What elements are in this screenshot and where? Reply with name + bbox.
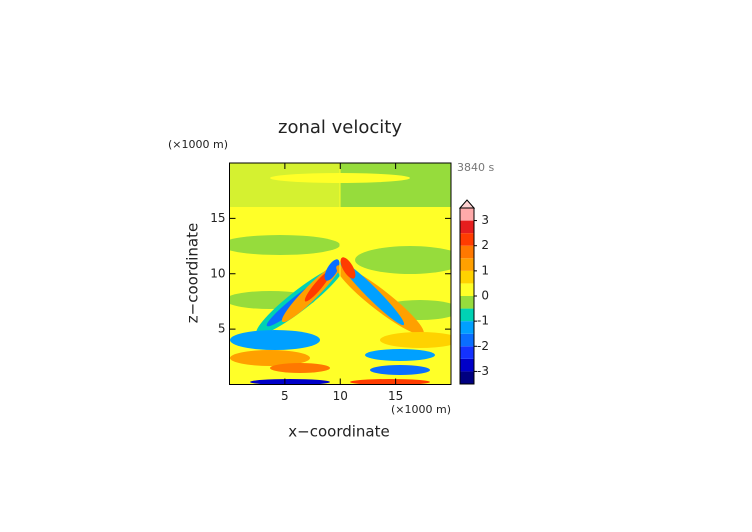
x-tick-label: 15 <box>388 389 403 403</box>
y-tick-label: 15 <box>210 211 225 225</box>
colorbar-tick-label: -1 <box>477 314 489 328</box>
contour-region <box>229 235 340 255</box>
contour-region <box>339 260 405 326</box>
contour-field <box>229 163 451 385</box>
y-axis-label: z−coordinate <box>184 223 202 323</box>
contour-region <box>270 363 330 373</box>
colorbar-tick-label: -3 <box>477 364 489 378</box>
time-label: 3840 s <box>457 161 494 174</box>
contour-region <box>250 379 330 385</box>
colorbar-band <box>460 371 474 384</box>
chart-title: zonal velocity <box>278 117 402 138</box>
x-axis-label: x−coordinate <box>288 423 389 441</box>
contour-region <box>370 365 430 375</box>
contour-region <box>355 246 451 274</box>
contour-region <box>230 330 320 350</box>
contour-region <box>229 163 340 238</box>
colorbar-band <box>460 270 474 284</box>
colorbar-band <box>460 283 474 296</box>
contour-region <box>380 332 451 348</box>
colorbar-tick-label: 2 <box>481 238 489 252</box>
colorbar-tick-label: 3 <box>481 213 489 227</box>
colorbar-band <box>460 233 474 246</box>
contour-region <box>340 257 356 279</box>
x-unit: (×1000 m) <box>391 403 451 416</box>
colorbar-extend <box>458 199 476 209</box>
colorbar-band <box>460 258 474 271</box>
colorbar-band <box>460 296 474 309</box>
y-unit: (×1000 m) <box>168 138 228 151</box>
contour-region <box>365 349 435 361</box>
colorbar-band <box>460 333 474 347</box>
colorbar-band <box>460 358 474 372</box>
colorbar-tick-label: 1 <box>481 263 489 277</box>
colorbar-tick-label: -2 <box>477 339 489 353</box>
y-tick-label: 5 <box>218 322 226 336</box>
x-tick-label: 5 <box>281 389 289 403</box>
contour-region <box>350 379 430 385</box>
colorbar-band <box>460 308 474 322</box>
colorbar-tick-label: 0 <box>481 289 489 303</box>
contour-region <box>324 259 340 281</box>
y-tick-label: 10 <box>210 266 225 280</box>
colorbar-band <box>460 346 474 359</box>
contour-region <box>304 270 332 302</box>
x-tick-label: 10 <box>333 389 348 403</box>
colorbar-band <box>460 321 474 334</box>
colorbar-band <box>460 245 474 259</box>
contour-region <box>230 350 310 366</box>
colorbar-band <box>460 220 474 234</box>
colorbar-band <box>460 208 474 221</box>
